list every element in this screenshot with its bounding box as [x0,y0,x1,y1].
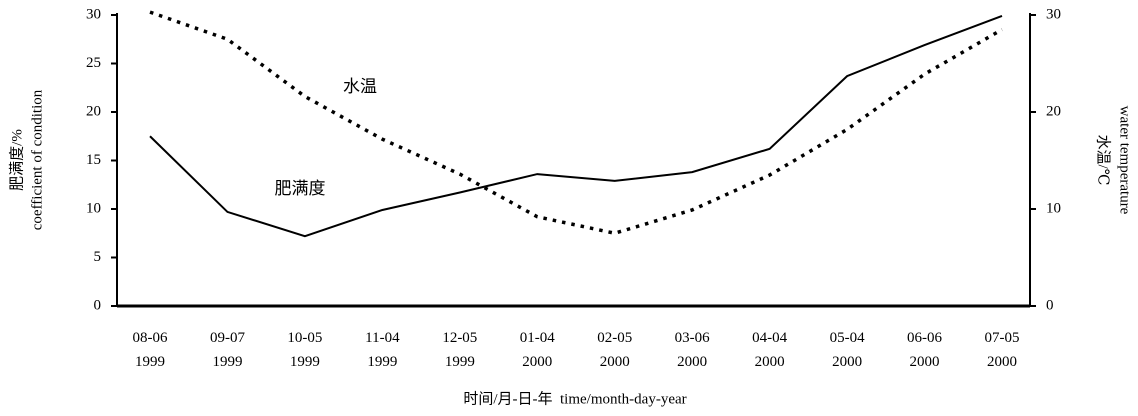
y-tick-label: 5 [94,249,102,265]
y2-tick-label: 10 [1046,200,1061,216]
y2-axis-title: water temperature [1117,106,1133,215]
y-axis-title: 肥满度/% [8,129,25,191]
x-tick-label: 08-06 1999 [132,330,168,370]
x-tick-label: 10-05 1999 [287,330,323,370]
y2-tick-label: 0 [1046,297,1054,313]
x-tick-label: 01-04 2000 [519,330,555,370]
x-tick-label: 05-04 2000 [829,330,865,370]
x-tick-label: 04-04 2000 [752,330,788,370]
series-line [149,10,1003,236]
x-tick-label: 03-06 2000 [674,330,710,370]
series-label: 肥满度 [275,179,326,198]
y-tick-label: 15 [86,152,101,168]
x-tick-label: 07-05 2000 [984,330,1020,370]
y2-tick-label: 20 [1046,103,1061,119]
x-tick-label: 11-04 1999 [365,330,400,370]
y-tick-label: 20 [86,103,101,119]
x-axis-title: 时间/月-日-年 time/month-day-year [463,390,686,407]
series-line [149,15,1003,238]
x-tick-label: 02-05 2000 [597,330,633,370]
y-axis-title: coefficient of condition [29,89,45,230]
y2-tick-label: 30 [1046,6,1061,22]
series-label: 水温 [343,77,377,96]
x-tick-label: 06-06 2000 [907,330,943,370]
x-tick-label: 09-07 1999 [209,330,245,370]
y-tick-label: 25 [86,55,101,71]
y2-axis-title: 水温/℃ [1095,135,1112,186]
y-tick-label: 10 [86,200,101,216]
y-tick-label: 0 [94,297,102,313]
y-tick-label: 30 [86,6,101,22]
x-tick-label: 12-05 1999 [442,330,478,370]
